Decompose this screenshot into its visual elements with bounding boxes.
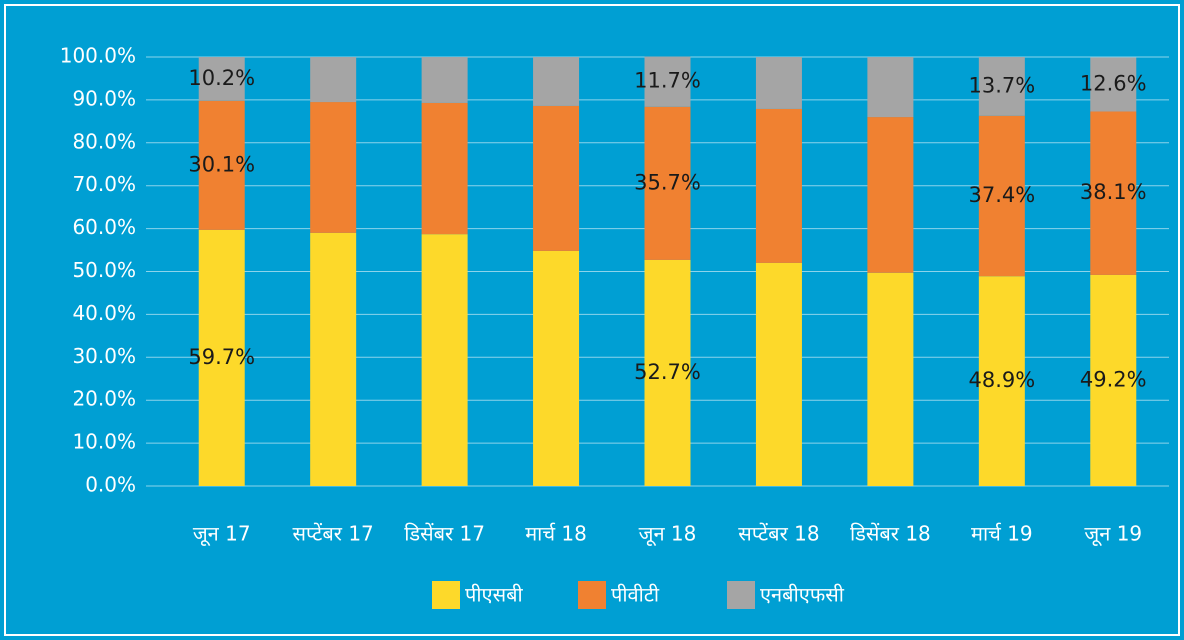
bar-segment [978,276,1025,486]
bar-segment [198,229,245,486]
data-label: 11.7% [634,69,701,93]
y-tick-label: 80.0% [72,129,136,153]
legend-label: एनबीएफसी [760,583,845,607]
legend-swatch [432,581,460,609]
data-label: 12.6% [1080,71,1147,95]
y-tick-label: 90.0% [72,86,136,110]
data-label: 35.7% [634,170,701,194]
y-tick-label: 100.0% [60,44,136,68]
bar-segment [310,57,357,103]
x-tick-label: सप्टेंबर 18 [738,522,819,546]
data-label: 52.7% [634,360,701,384]
bar-segment [644,56,691,107]
data-label: 49.2% [1080,367,1147,391]
bar-segment [1090,274,1137,486]
bar-segment [867,272,914,486]
bar-segment [421,234,468,486]
data-label: 30.1% [188,152,255,176]
bar-segment [644,259,691,486]
bar-segment [310,102,357,233]
data-label: 10.2% [188,66,255,90]
bar-segment [198,100,245,230]
bar-segment [421,57,468,103]
x-tick-label: सप्टेंबर 17 [293,522,374,546]
x-tick-label: मार्च 18 [525,522,587,546]
bar-segment [978,115,1025,277]
bar-segment [755,57,802,109]
bar-segment [978,57,1025,116]
y-tick-label: 70.0% [72,172,136,196]
bar-segment [533,250,580,486]
y-tick-label: 0.0% [85,473,136,497]
bar-segment [867,117,914,273]
bar-segment [533,57,580,106]
legend-label: पीवीटी [611,583,660,607]
bar-segment [1090,57,1137,112]
bar-segment [1090,111,1137,275]
y-tick-label: 40.0% [72,301,136,325]
bar-segment [867,57,914,118]
data-label: 37.4% [968,183,1035,207]
x-tick-label: डिसेंबर 17 [404,522,485,546]
y-tick-label: 60.0% [72,215,136,239]
y-tick-label: 20.0% [72,387,136,411]
bar-segment [755,108,802,263]
bar-segment [198,57,245,101]
frame [4,4,1180,636]
x-tick-label: जून 18 [639,522,697,547]
x-tick-label: जून 17 [193,522,251,547]
data-label: 48.9% [968,368,1035,392]
x-tick-label: डिसेंबर 18 [850,522,931,546]
bar-segment [421,102,468,235]
bar-segment [310,232,357,486]
bar-segment [533,105,580,251]
x-tick-label: मार्च 19 [971,522,1033,546]
y-tick-label: 10.0% [72,430,136,454]
x-tick-label: जून 19 [1084,522,1142,547]
legend-label: पीएसबी [465,583,524,607]
legend-swatch [727,581,755,609]
data-label: 59.7% [188,345,255,369]
data-label: 38.1% [1080,180,1147,204]
y-tick-label: 30.0% [72,344,136,368]
data-label: 13.7% [968,73,1035,97]
legend-swatch [578,581,606,609]
y-tick-label: 50.0% [72,258,136,282]
bar-segment [755,262,802,486]
bar-segment [644,106,691,260]
